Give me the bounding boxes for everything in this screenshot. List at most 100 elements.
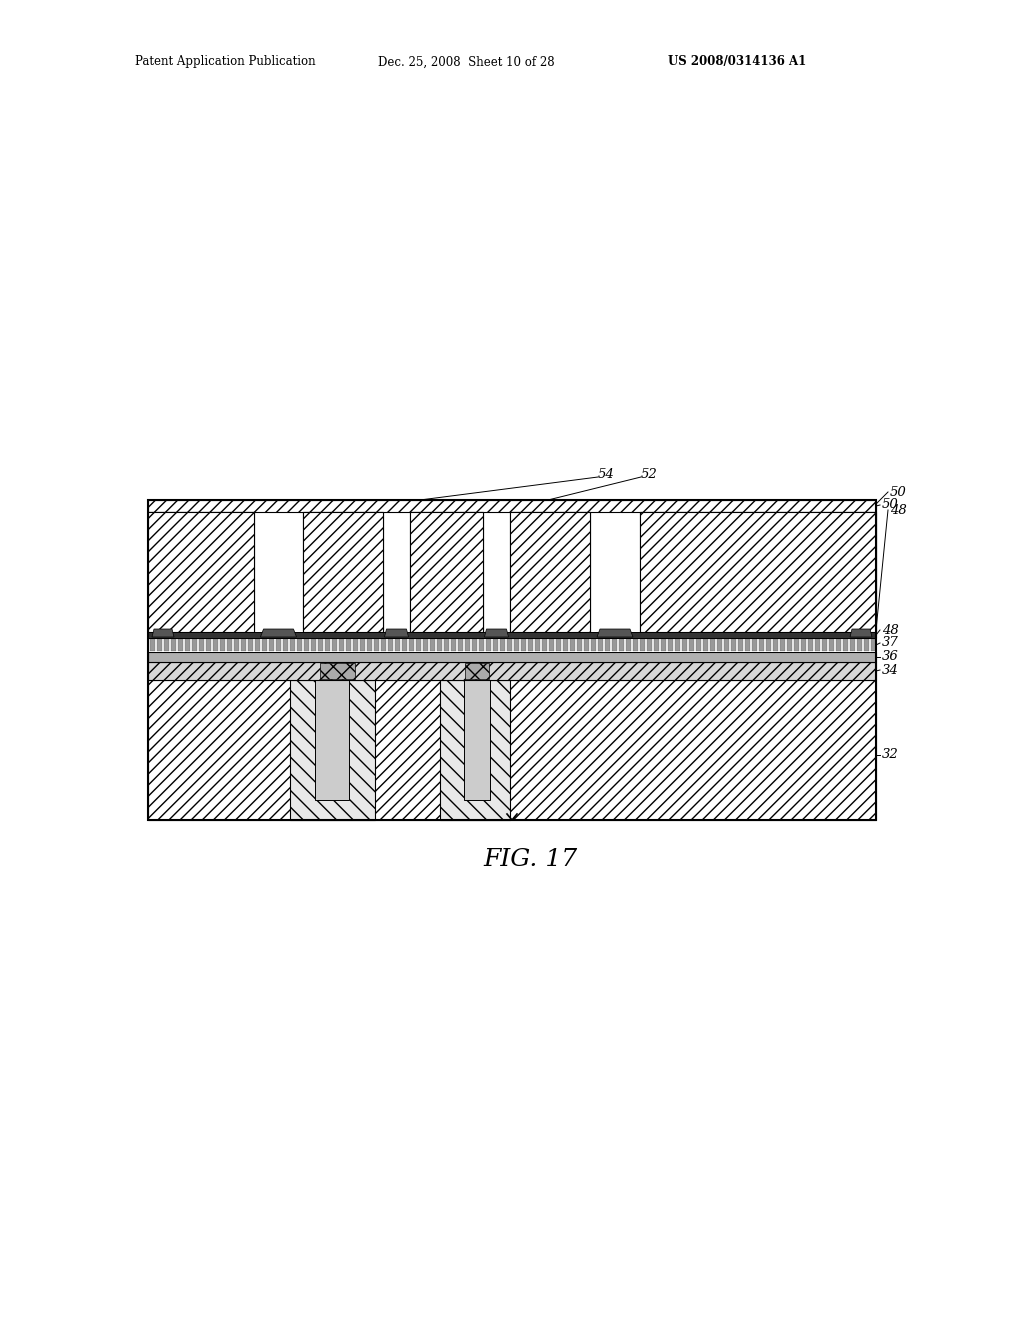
Bar [633, 639, 638, 651]
Bar [626, 639, 631, 651]
Bar [410, 512, 483, 632]
Bar [148, 512, 254, 632]
Bar [304, 639, 309, 651]
Text: Patent Application Publication: Patent Application Publication [135, 55, 315, 69]
Bar [598, 639, 603, 651]
Bar [738, 639, 743, 651]
Bar [171, 639, 176, 651]
Bar [206, 639, 211, 651]
Text: 32: 32 [882, 748, 899, 762]
Bar [464, 680, 490, 800]
Bar [563, 639, 568, 651]
Bar [276, 639, 281, 651]
Bar [535, 639, 540, 651]
Bar [444, 639, 449, 651]
Bar [440, 680, 510, 820]
Bar [787, 639, 792, 651]
Bar [409, 639, 414, 651]
Bar [640, 512, 876, 632]
Bar [303, 512, 383, 632]
Bar [640, 512, 876, 515]
Bar [668, 639, 673, 651]
Bar [157, 639, 162, 651]
Bar [647, 639, 652, 651]
Bar [303, 512, 383, 638]
Bar [479, 639, 484, 651]
Bar [410, 512, 483, 638]
Text: 34: 34 [882, 664, 899, 676]
Bar [318, 639, 323, 651]
Bar [360, 639, 365, 651]
Bar [416, 639, 421, 651]
Bar [148, 638, 876, 652]
Bar [297, 639, 302, 651]
Bar [283, 639, 288, 651]
Bar [148, 663, 876, 680]
Text: 50: 50 [890, 486, 906, 499]
Bar [437, 639, 442, 651]
Bar [815, 639, 820, 651]
Bar [682, 639, 687, 651]
Bar [227, 639, 232, 651]
Text: US 2008/0314136 A1: US 2008/0314136 A1 [668, 55, 806, 69]
Bar [836, 639, 841, 651]
Bar [871, 639, 876, 651]
Polygon shape [597, 630, 633, 638]
Bar [745, 639, 750, 651]
Bar [430, 639, 435, 651]
Bar [514, 639, 519, 651]
Bar [675, 639, 680, 651]
Bar [148, 500, 876, 512]
Bar [199, 639, 204, 651]
Bar [486, 639, 490, 651]
Bar [423, 639, 428, 651]
Bar [148, 632, 876, 638]
Bar [472, 639, 477, 651]
Bar [843, 639, 848, 651]
Bar [724, 639, 729, 651]
Bar [510, 512, 590, 638]
Bar [213, 639, 218, 651]
Bar [388, 639, 393, 651]
Bar [148, 500, 876, 820]
Bar [794, 639, 799, 651]
Bar [402, 639, 407, 651]
Bar [319, 663, 355, 678]
Bar [662, 639, 666, 651]
Bar [374, 639, 379, 651]
Text: 52: 52 [641, 469, 657, 482]
Bar [148, 512, 254, 638]
Text: Dec. 25, 2008  Sheet 10 of 28: Dec. 25, 2008 Sheet 10 of 28 [378, 55, 555, 69]
Text: 48: 48 [890, 503, 906, 516]
Bar [640, 639, 645, 651]
Bar [148, 680, 876, 820]
Polygon shape [260, 630, 297, 638]
Bar [773, 639, 778, 651]
Bar [241, 639, 246, 651]
Bar [731, 639, 736, 651]
Bar [164, 639, 169, 651]
Bar [451, 639, 456, 651]
Bar [640, 512, 876, 638]
Bar [570, 639, 575, 651]
Bar [703, 639, 708, 651]
Bar [752, 639, 757, 651]
Text: 48: 48 [882, 623, 899, 636]
Bar [248, 639, 253, 651]
Bar [290, 680, 375, 820]
Bar [148, 652, 876, 663]
Bar [605, 639, 610, 651]
Text: FIG. 17: FIG. 17 [483, 849, 578, 871]
Bar [178, 639, 183, 651]
Bar [507, 639, 512, 651]
Bar [332, 639, 337, 651]
Bar [808, 639, 813, 651]
Bar [269, 639, 274, 651]
Text: 50: 50 [882, 499, 899, 511]
Bar [829, 639, 834, 651]
Bar [353, 639, 358, 651]
Bar [465, 663, 489, 678]
Text: 36: 36 [882, 651, 899, 664]
Bar [556, 639, 561, 651]
Text: 37: 37 [882, 636, 899, 649]
